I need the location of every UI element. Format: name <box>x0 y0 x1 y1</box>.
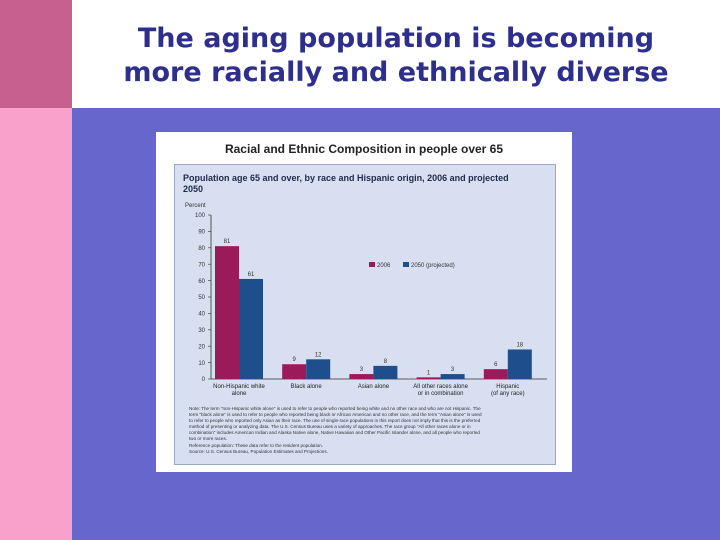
y-tick-label: 40 <box>198 312 205 318</box>
note-line: two or more races. <box>189 436 228 442</box>
chart-title-line-2: 2050 <box>183 184 203 194</box>
data-label: 3 <box>360 367 364 373</box>
note-line: to refer to people who reported only Asi… <box>189 418 481 424</box>
y-tick-label: 30 <box>198 328 205 334</box>
legend-swatch <box>369 262 375 267</box>
y-tick-label: 100 <box>195 213 206 219</box>
note-line: term "black alone" is used to refer to p… <box>189 412 482 418</box>
y-tick-label: 10 <box>198 361 205 367</box>
x-category-label: Asian alone <box>358 384 390 390</box>
legend-label: 2050 (projected) <box>411 263 455 269</box>
bar-2050 <box>239 278 263 379</box>
x-category-label: (of any race) <box>491 391 525 397</box>
bar-2006 <box>282 364 307 379</box>
note-line: method of presenting or analyzing data. … <box>189 424 471 430</box>
chart-title-line-1: Population age 65 and over, by race and … <box>183 173 509 183</box>
slide-title: The aging population is becoming more ra… <box>72 22 720 90</box>
y-tick-label: 90 <box>198 230 205 236</box>
x-category-label: Non-Hispanic white <box>213 384 265 390</box>
data-label: 8 <box>384 359 388 365</box>
y-tick-label: 20 <box>198 344 205 350</box>
x-category-label: Hispanic <box>496 384 519 390</box>
legend-swatch <box>403 262 409 267</box>
left-accent-bar-top <box>0 0 72 108</box>
slide-title-line-2: more racially and ethnically diverse <box>123 57 669 88</box>
y-axis-label: Percent <box>185 203 206 209</box>
note-line: Note: The term "non-Hispanic white alone… <box>189 406 481 411</box>
legend-label: 2006 <box>377 263 391 269</box>
bar-2050 <box>306 359 331 379</box>
x-category-label: All other races alone <box>413 384 468 390</box>
data-label: 9 <box>293 357 297 363</box>
y-tick-label: 80 <box>198 246 205 252</box>
bar-2050 <box>507 349 532 379</box>
note-line: Reference population: These data refer t… <box>189 442 323 448</box>
data-label: 18 <box>516 342 523 348</box>
data-label: 1 <box>427 370 431 376</box>
bar-2050 <box>373 365 398 379</box>
data-label: 12 <box>315 352 322 358</box>
y-tick-label: 60 <box>198 279 205 285</box>
y-tick-label: 0 <box>202 377 206 383</box>
bar-chart: Population age 65 and over, by race and … <box>183 173 547 397</box>
slide-title-line-1: The aging population is becoming <box>137 23 655 54</box>
figure-heading: Racial and Ethnic Composition in people … <box>224 142 504 156</box>
chart-figure: Racial and Ethnic Composition in people … <box>156 132 572 472</box>
bar-2006 <box>349 374 374 379</box>
bar-2050 <box>440 374 465 379</box>
left-accent-bar-bottom <box>0 108 72 540</box>
data-label: 81 <box>224 239 231 245</box>
chart-notes: Note: The term "non-Hispanic white alone… <box>189 406 549 455</box>
x-category-label: or in combination <box>418 391 464 397</box>
x-category-label: alone <box>232 391 247 397</box>
note-line: Source: U.S. Census Bureau, Population E… <box>189 448 328 454</box>
y-tick-label: 50 <box>198 295 205 301</box>
bar-2006 <box>215 246 239 379</box>
data-label: 6 <box>494 362 498 368</box>
y-tick-label: 70 <box>198 262 205 268</box>
bar-2006 <box>483 369 508 379</box>
data-label: 61 <box>248 272 255 278</box>
bar-2006 <box>416 377 441 379</box>
note-line: combination" includes American Indian an… <box>189 430 480 436</box>
data-label: 3 <box>451 367 455 373</box>
chart-panel: Population age 65 and over, by race and … <box>174 164 556 465</box>
x-category-label: Black alone <box>291 384 323 390</box>
